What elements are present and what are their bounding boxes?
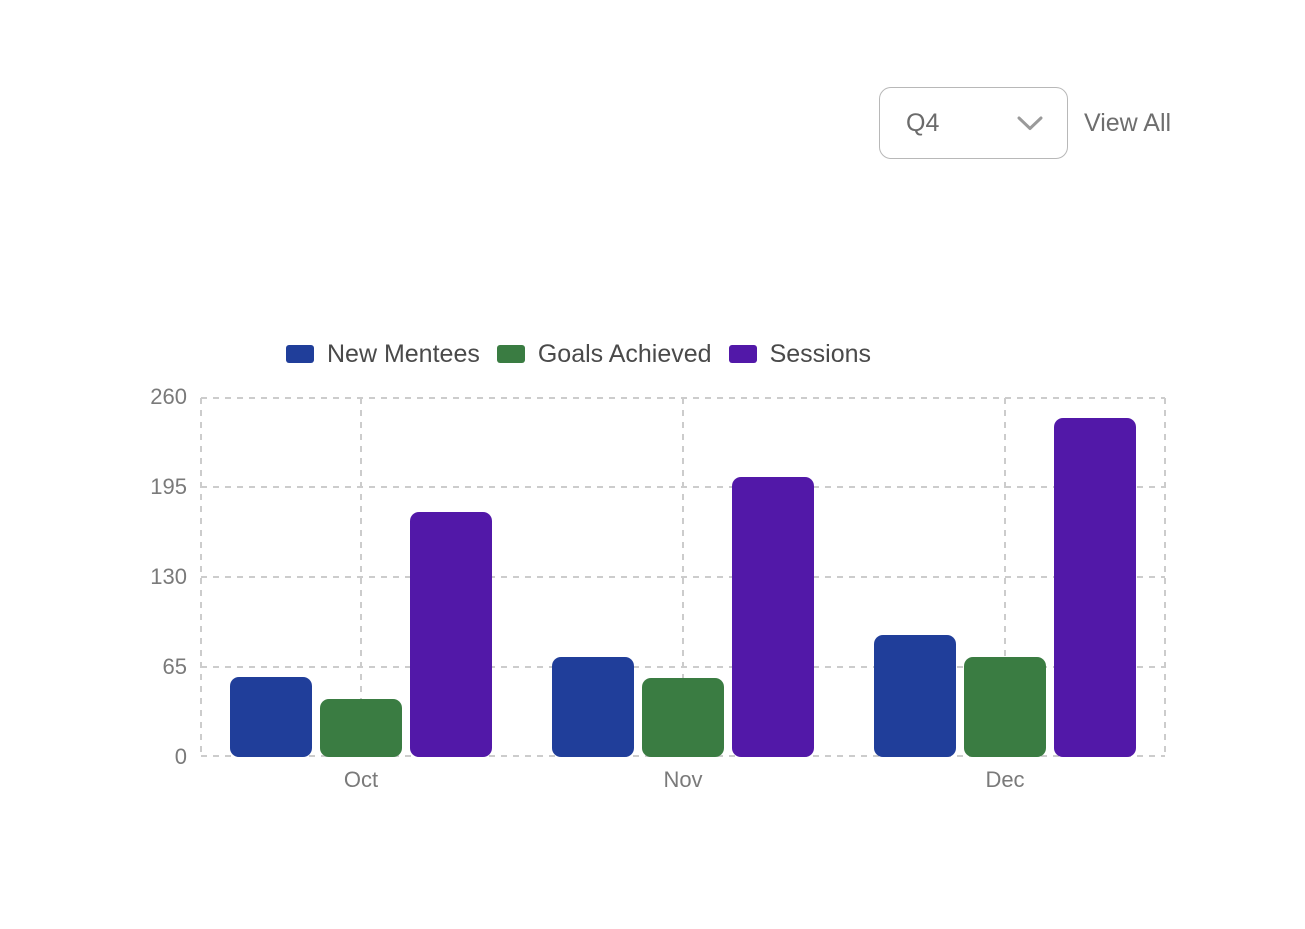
legend-label: New Mentees xyxy=(327,340,480,368)
bar-new-mentees-nov[interactable] xyxy=(552,657,634,757)
chart-legend: New Mentees Goals Achieved Sessions xyxy=(286,341,871,367)
bar-new-mentees-oct[interactable] xyxy=(230,677,312,757)
legend-item[interactable]: Sessions xyxy=(728,340,872,368)
legend-label: Sessions xyxy=(769,340,872,368)
legend-swatch xyxy=(728,345,757,363)
chevron-down-icon xyxy=(1017,116,1043,130)
quarter-dropdown-value: Q4 xyxy=(906,108,940,137)
x-axis-label: Oct xyxy=(343,767,379,792)
legend-label: Goals Achieved xyxy=(537,340,712,368)
x-axis-label: Dec xyxy=(985,767,1025,792)
y-tick-label: 260 xyxy=(150,384,187,409)
bar-sessions-oct[interactable] xyxy=(410,512,492,757)
plot-area xyxy=(200,397,1166,757)
bar-new-mentees-dec[interactable] xyxy=(874,635,956,757)
y-tick-label: 65 xyxy=(162,654,187,679)
view-all-link[interactable]: View All xyxy=(1084,108,1172,137)
legend-swatch xyxy=(286,345,314,363)
bar-sessions-dec[interactable] xyxy=(1054,418,1136,757)
legend-item[interactable]: New Mentees xyxy=(286,341,480,367)
bar-sessions-nov[interactable] xyxy=(732,477,814,757)
bar-goals-achieved-dec[interactable] xyxy=(964,657,1046,757)
legend-swatch xyxy=(496,345,525,363)
quarter-dropdown[interactable]: Q4 xyxy=(879,87,1068,159)
y-tick-label: 195 xyxy=(150,474,187,499)
y-tick-label: 0 xyxy=(174,744,187,769)
legend-item[interactable]: Goals Achieved xyxy=(496,340,712,368)
bar-goals-achieved-oct[interactable] xyxy=(320,699,402,757)
y-tick-label: 130 xyxy=(150,564,187,589)
bar-goals-achieved-nov[interactable] xyxy=(642,678,724,757)
chart-controls: Q4 View All xyxy=(879,87,1171,159)
x-axis-label: Nov xyxy=(663,767,703,792)
